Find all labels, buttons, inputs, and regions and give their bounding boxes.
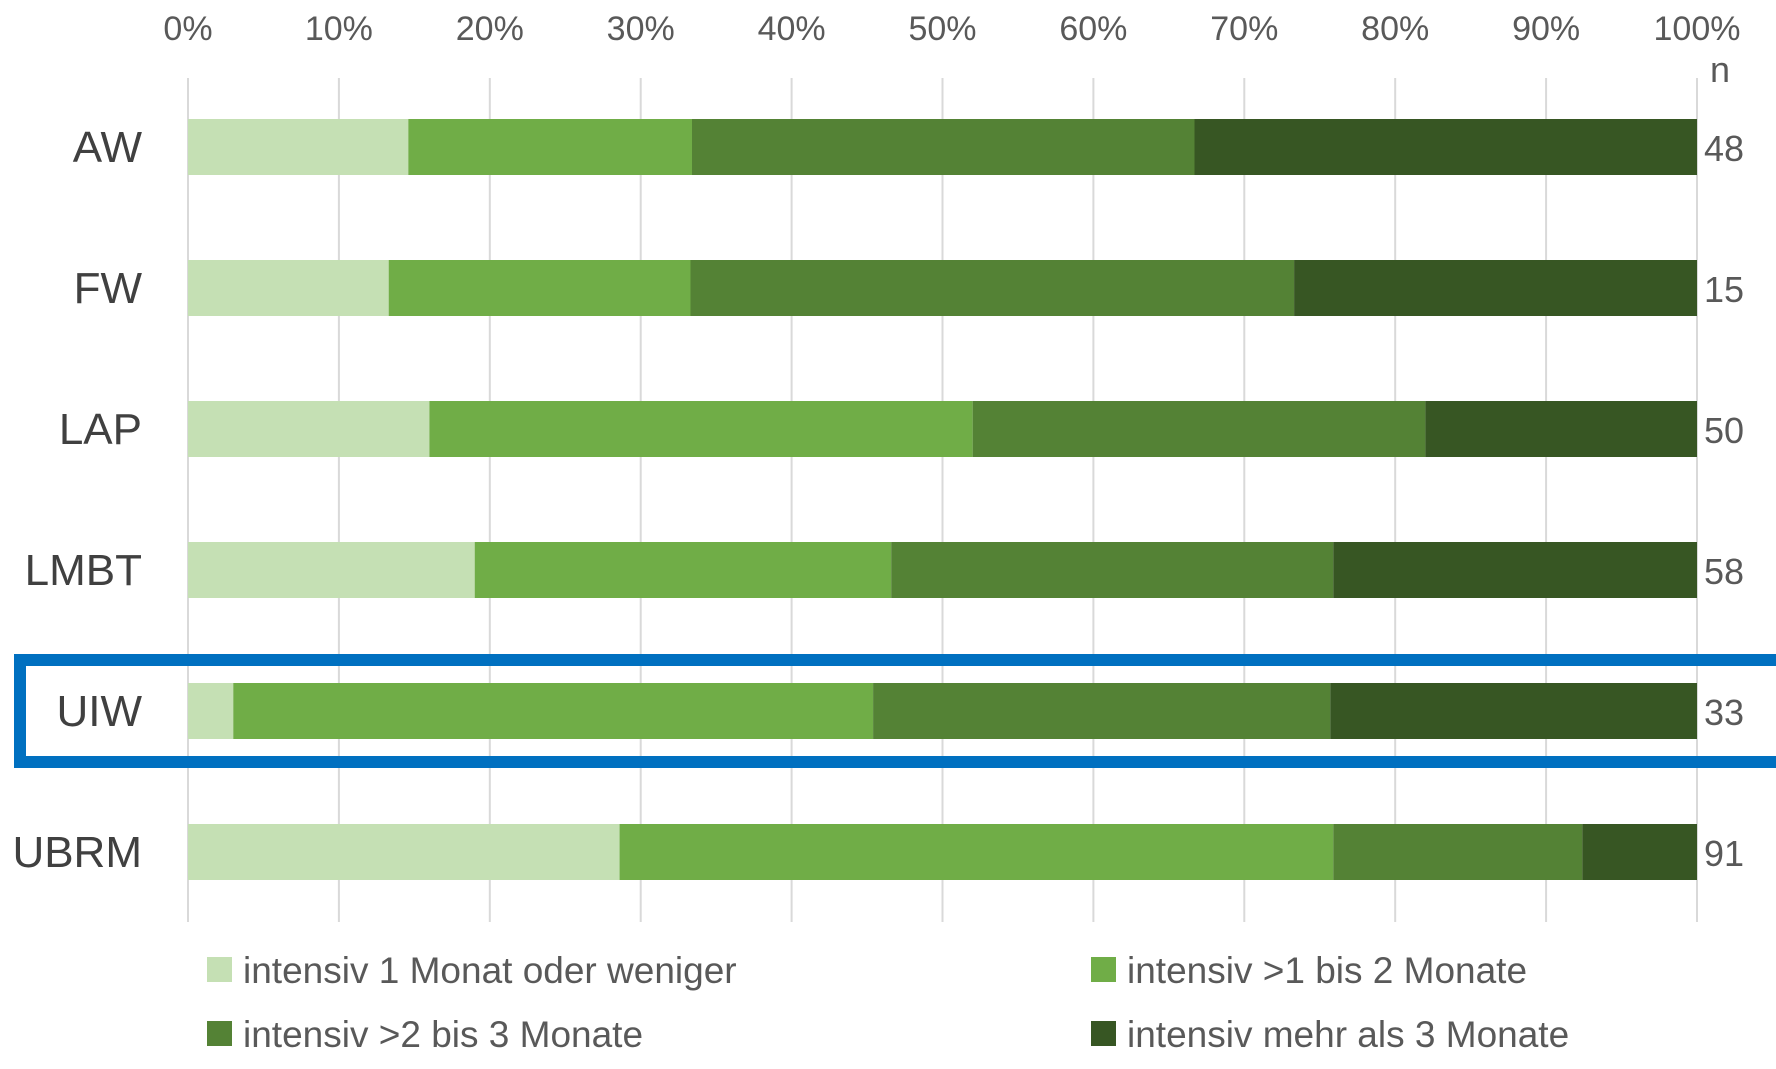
bar-segment bbox=[1194, 119, 1697, 175]
bar-segment bbox=[1333, 824, 1583, 880]
legend-label: intensiv 1 Monat oder weniger bbox=[243, 950, 737, 991]
bar-segment bbox=[233, 683, 874, 739]
legend-swatch bbox=[1091, 957, 1116, 982]
bar-segment bbox=[619, 824, 1334, 880]
tick-label: 60% bbox=[1059, 10, 1127, 48]
bar-segment bbox=[972, 401, 1426, 457]
bar-segment bbox=[474, 542, 892, 598]
category-label: UIW bbox=[56, 687, 142, 736]
tick-label: 0% bbox=[163, 10, 212, 48]
bar-segment bbox=[1333, 542, 1697, 598]
bar-segment bbox=[429, 401, 973, 457]
category-labels: AW FW LAP LMBT UIW UBRM bbox=[12, 123, 142, 877]
n-value: 48 bbox=[1704, 128, 1744, 169]
tick-label: 100% bbox=[1654, 10, 1741, 48]
n-value: 91 bbox=[1704, 833, 1744, 874]
tick-label: 10% bbox=[305, 10, 373, 48]
x-axis-ticks: 0% 10% 20% 30% 40% 50% 60% 70% 80% 90% 100% bbox=[163, 10, 1740, 48]
tick-label: 50% bbox=[908, 10, 976, 48]
legend: intensiv 1 Monat oder weniger intensiv >1… bbox=[207, 950, 1569, 1055]
tick-label: 80% bbox=[1361, 10, 1429, 48]
bar-segment bbox=[692, 119, 1195, 175]
category-label: UBRM bbox=[12, 828, 142, 877]
n-values: 48 15 50 58 33 91 bbox=[1704, 128, 1744, 874]
tick-label: 70% bbox=[1210, 10, 1278, 48]
bar-segment bbox=[1294, 260, 1697, 316]
bar-segment bbox=[188, 119, 409, 175]
legend-swatch bbox=[207, 1021, 232, 1046]
bar-segment bbox=[388, 260, 691, 316]
n-value: 50 bbox=[1704, 410, 1744, 451]
tick-label: 20% bbox=[456, 10, 524, 48]
n-header: n bbox=[1710, 49, 1730, 90]
bar-segment bbox=[188, 401, 430, 457]
n-value: 33 bbox=[1704, 692, 1744, 733]
bar-segment bbox=[1582, 824, 1697, 880]
highlight-box-layer bbox=[14, 654, 1776, 768]
bar-segment bbox=[690, 260, 1295, 316]
bar-segment bbox=[188, 542, 475, 598]
bar-segment bbox=[188, 260, 389, 316]
bar-segment bbox=[188, 824, 620, 880]
category-label: FW bbox=[74, 264, 143, 313]
gridlines bbox=[187, 78, 1698, 922]
category-label: LMBT bbox=[25, 546, 142, 595]
bars bbox=[188, 119, 1697, 880]
n-value: 58 bbox=[1704, 551, 1744, 592]
bar-segment bbox=[873, 683, 1331, 739]
legend-label: intensiv >1 bis 2 Monate bbox=[1127, 950, 1527, 991]
category-label: LAP bbox=[59, 405, 142, 454]
bar-segment bbox=[408, 119, 693, 175]
n-value: 15 bbox=[1704, 269, 1744, 310]
tick-label: 40% bbox=[758, 10, 826, 48]
legend-swatch bbox=[1091, 1021, 1116, 1046]
category-label: AW bbox=[73, 123, 143, 172]
bar-segment bbox=[1330, 683, 1697, 739]
tick-label: 90% bbox=[1512, 10, 1580, 48]
legend-label: intensiv >2 bis 3 Monate bbox=[243, 1014, 643, 1055]
legend-swatch bbox=[207, 957, 232, 982]
tick-label: 30% bbox=[607, 10, 675, 48]
bar-segment bbox=[188, 683, 234, 739]
legend-label: intensiv mehr als 3 Monate bbox=[1127, 1014, 1569, 1055]
bar-segment bbox=[891, 542, 1334, 598]
bar-segment bbox=[1425, 401, 1697, 457]
highlight-box bbox=[14, 654, 1776, 768]
